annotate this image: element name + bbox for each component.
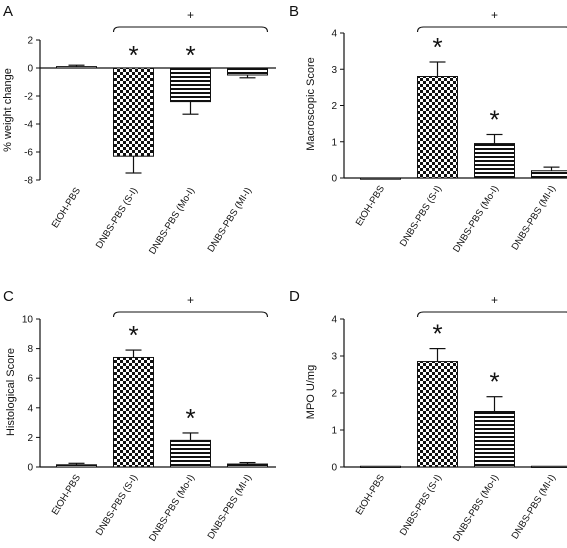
significance-star-c: * (185, 403, 195, 433)
bar-b (531, 170, 567, 179)
y-tick-label-c: 8 (27, 344, 33, 355)
significance-star-b: * (432, 32, 442, 62)
significance-star-a: * (185, 40, 195, 70)
plot-c: 0 2 4 6 8 10 EtOH-PBS * DNBS-PBS (S-I) * DNBS-PBS … (22, 293, 276, 544)
y-tick-label-b: 1 (331, 137, 337, 148)
plot-d: 0 1 2 3 4 EtOH-PBS * DNBS-PBS (S-I) * DNBS-PBS (M… (331, 293, 567, 544)
x-tick-label-d: EtOH-PBS (354, 473, 387, 517)
significance-plus-b: + (491, 8, 498, 22)
bar-c (227, 463, 268, 468)
significance-star-a: * (128, 40, 138, 70)
x-tick-label-c: EtOH-PBS (50, 473, 83, 517)
y-tick-label-d: 2 (331, 389, 337, 400)
significance-star-c: * (128, 320, 138, 350)
significance-plus-d: + (491, 293, 498, 307)
ylabel-b: Macroscopic Score (305, 57, 317, 151)
y-tick-label-b: 3 (331, 65, 337, 76)
significance-star-d: * (432, 319, 442, 349)
y-tick-label-c: 0 (27, 463, 33, 474)
bar-a (227, 67, 268, 76)
y-tick-label-b: 4 (331, 29, 337, 40)
y-tick-label-a: 0 (27, 64, 33, 75)
x-tick-label-c: DNBS-PBS (S-I) (94, 473, 140, 538)
panel-d: D MPO U/mg 0 1 2 3 4 EtOH-PBS * DNBS-PBS (S-I) *… (289, 288, 567, 544)
x-tick-label-b: EtOH-PBS (354, 184, 387, 228)
ylabel-c: Histological Score (5, 348, 17, 436)
panel-b: B Macroscopic Score 0 1 2 3 4 EtOH-PBS * DNBS-P… (289, 3, 567, 255)
y-tick-label-b: 2 (331, 101, 337, 112)
y-tick-label-a: -2 (24, 92, 33, 103)
bar-b (417, 76, 458, 179)
bar-a (56, 66, 97, 69)
significance-plus-c: + (187, 293, 194, 307)
y-tick-label-c: 6 (27, 374, 33, 385)
bar-c (56, 464, 97, 468)
x-tick-label-a: DNBS-PBS (S-I) (94, 186, 140, 251)
y-tick-label-a: -8 (24, 176, 33, 187)
significance-star-d: * (489, 367, 499, 397)
panel-label-d: D (289, 288, 300, 305)
bar-a (170, 67, 211, 103)
x-tick-label-c: DNBS-PBS (Mo-I) (147, 473, 197, 544)
significance-bracket-a (112, 26, 269, 33)
y-tick-label-d: 0 (331, 463, 337, 474)
x-tick-label-d: DNBS-PBS (MI-I) (510, 473, 558, 541)
bar-b (474, 143, 515, 179)
x-tick-label-c: DNBS-PBS (MI-I) (206, 473, 254, 541)
x-tick-label-a: EtOH-PBS (50, 186, 83, 230)
x-tick-label-d: DNBS-PBS (S-I) (398, 473, 444, 538)
bar-a (113, 67, 154, 157)
bar-c (170, 439, 211, 468)
panel-label-b: B (289, 3, 299, 20)
x-tick-label-b: DNBS-PBS (S-I) (398, 184, 444, 249)
bar-d (360, 465, 401, 468)
bar-c (113, 356, 154, 468)
significance-bracket-b (416, 26, 567, 33)
plot-b: 0 1 2 3 4 EtOH-PBS * DNBS-PBS (S-I) * DNBS-PBS (M… (331, 8, 567, 255)
plot-a: -8 -6 -4 -2 0 2 EtOH-PBS * DNBS-PBS (S-I) * DNBS-P… (24, 8, 276, 257)
y-tick-label-c: 2 (27, 433, 33, 444)
bar-d (474, 411, 515, 468)
y-tick-label-a: -4 (24, 120, 33, 131)
y-tick-label-b: 0 (331, 174, 337, 185)
y-tick-label-a: 2 (27, 36, 33, 47)
y-tick-label-c: 4 (27, 403, 33, 414)
y-tick-label-d: 4 (331, 315, 337, 326)
x-tick-label-a: DNBS-PBS (MI-I) (206, 186, 254, 254)
y-tick-label-a: -6 (24, 148, 33, 159)
bar-b (360, 177, 401, 180)
bar-d (417, 361, 458, 468)
x-tick-label-a: DNBS-PBS (Mo-I) (147, 186, 197, 257)
panel-label-c: C (3, 288, 14, 305)
panel-c: C Histological Score 0 2 4 6 8 10 EtOH-PBS * DNB… (3, 288, 276, 544)
ylabel-a: % weight change (2, 68, 14, 152)
significance-bracket-d (416, 311, 567, 318)
ylabel-d: MPO U/mg (305, 365, 317, 419)
significance-plus-a: + (187, 8, 194, 22)
significance-star-b: * (489, 105, 499, 135)
y-tick-label-d: 3 (331, 352, 337, 363)
x-tick-label-d: DNBS-PBS (Mo-I) (451, 473, 501, 544)
x-tick-label-b: DNBS-PBS (Mo-I) (451, 184, 501, 255)
y-tick-label-d: 1 (331, 426, 337, 437)
x-tick-label-b: DNBS-PBS (MI-I) (510, 184, 558, 252)
y-tick-label-c: 10 (22, 315, 34, 326)
panel-label-a: A (3, 3, 13, 20)
bar-d (531, 465, 567, 468)
significance-bracket-c (112, 311, 269, 318)
panel-a: A % weight change -8 -6 -4 -2 0 2 EtOH-PBS * DNB… (2, 3, 276, 257)
